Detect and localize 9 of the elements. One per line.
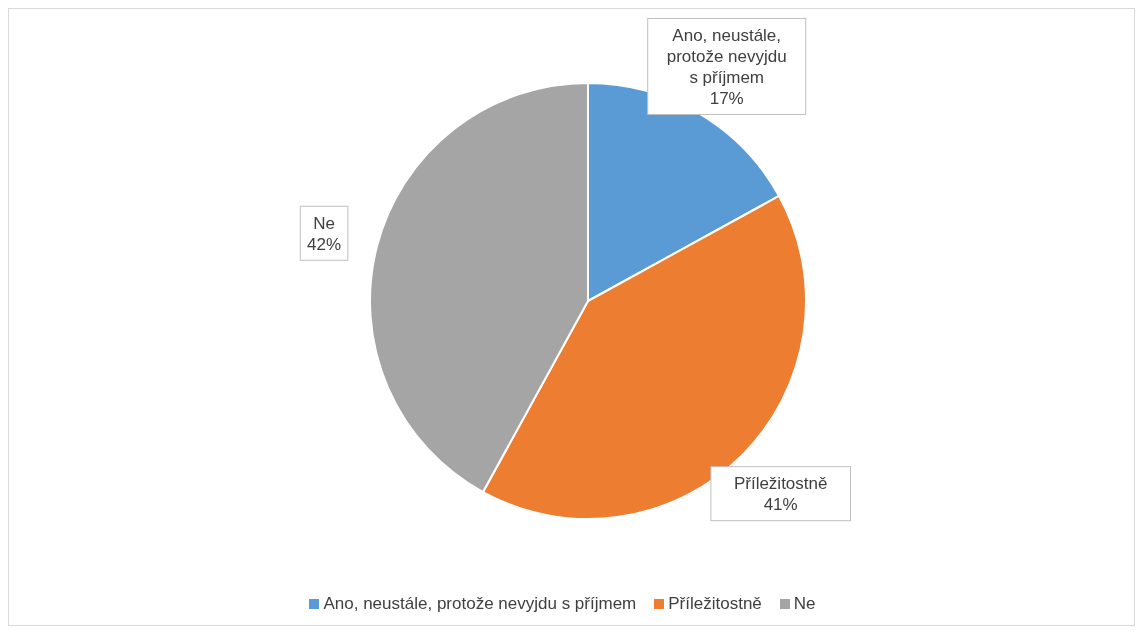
legend-label: Ne — [793, 594, 816, 613]
slice-label: Ano, neustále, protože nevyjdu s příjmem — [666, 25, 787, 87]
data-label: 41% — [763, 495, 798, 515]
legend-label: Ano, neustále, protože nevyjdu s příjmem — [323, 594, 637, 613]
legend-label: Příležitostně — [668, 594, 762, 613]
slice-label: Příležitostně — [733, 474, 828, 494]
data-label: 17% — [709, 88, 744, 108]
data-label: 42% — [307, 234, 342, 254]
slice-label: Ne — [313, 213, 335, 233]
